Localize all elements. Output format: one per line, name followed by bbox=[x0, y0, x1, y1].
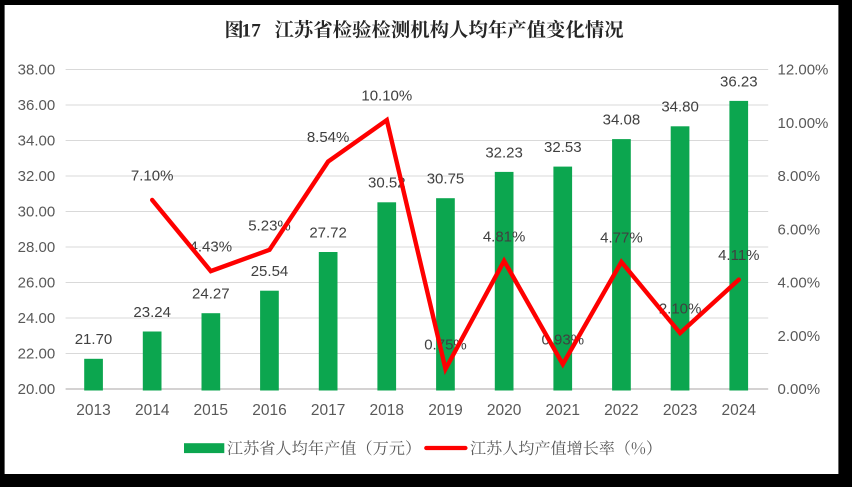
svg-text:6.00%: 6.00% bbox=[778, 221, 821, 238]
svg-text:25.54: 25.54 bbox=[251, 263, 289, 280]
svg-text:34.00: 34.00 bbox=[18, 133, 56, 150]
svg-text:8.54%: 8.54% bbox=[307, 129, 350, 146]
svg-text:4.77%: 4.77% bbox=[600, 230, 643, 247]
svg-text:32.23: 32.23 bbox=[485, 144, 523, 161]
svg-text:4.81%: 4.81% bbox=[483, 228, 526, 245]
svg-text:2023: 2023 bbox=[663, 402, 697, 419]
svg-text:2016: 2016 bbox=[252, 402, 286, 419]
svg-text:2022: 2022 bbox=[604, 402, 638, 419]
svg-text:8.00%: 8.00% bbox=[778, 168, 821, 185]
svg-text:0.00%: 0.00% bbox=[778, 381, 821, 398]
svg-text:21.70: 21.70 bbox=[75, 331, 113, 348]
svg-text:28.00: 28.00 bbox=[18, 239, 56, 256]
svg-text:2021: 2021 bbox=[546, 402, 580, 419]
svg-text:34.08: 34.08 bbox=[603, 112, 641, 129]
svg-text:4.43%: 4.43% bbox=[190, 239, 233, 256]
svg-text:30.75: 30.75 bbox=[427, 171, 465, 188]
svg-text:2017: 2017 bbox=[311, 402, 345, 419]
svg-text:32.00: 32.00 bbox=[18, 168, 56, 185]
svg-text:30.52: 30.52 bbox=[368, 175, 406, 192]
svg-text:17: 17 bbox=[242, 21, 262, 42]
svg-text:4.11%: 4.11% bbox=[718, 247, 759, 264]
svg-text:32.53: 32.53 bbox=[544, 139, 582, 156]
svg-text:34.80: 34.80 bbox=[661, 99, 699, 116]
svg-text:2014: 2014 bbox=[135, 402, 170, 419]
svg-text:24.00: 24.00 bbox=[18, 310, 56, 327]
svg-text:27.72: 27.72 bbox=[309, 224, 347, 241]
svg-text:2015: 2015 bbox=[194, 402, 228, 419]
svg-text:2019: 2019 bbox=[428, 402, 462, 419]
svg-text:24.27: 24.27 bbox=[192, 286, 230, 303]
svg-text:12.00%: 12.00% bbox=[778, 62, 829, 79]
svg-text:36.00: 36.00 bbox=[18, 97, 56, 114]
svg-text:2.10%: 2.10% bbox=[659, 301, 702, 318]
svg-text:23.24: 23.24 bbox=[133, 304, 171, 321]
svg-text:4.00%: 4.00% bbox=[778, 275, 821, 292]
svg-text:10.10%: 10.10% bbox=[361, 88, 412, 105]
svg-text:7.10%: 7.10% bbox=[131, 168, 174, 185]
svg-text:26.00: 26.00 bbox=[18, 275, 56, 292]
svg-text:2024: 2024 bbox=[722, 402, 757, 419]
svg-text:10.00%: 10.00% bbox=[778, 115, 829, 132]
svg-text:2018: 2018 bbox=[370, 402, 404, 419]
svg-text:36.23: 36.23 bbox=[720, 73, 758, 90]
svg-text:20.00: 20.00 bbox=[18, 381, 56, 398]
svg-text:38.00: 38.00 bbox=[18, 62, 56, 79]
svg-text:2.00%: 2.00% bbox=[778, 328, 821, 345]
svg-text:30.00: 30.00 bbox=[18, 204, 56, 221]
svg-text:2020: 2020 bbox=[487, 402, 522, 419]
svg-text:22.00: 22.00 bbox=[18, 346, 56, 363]
svg-text:2013: 2013 bbox=[76, 402, 110, 419]
